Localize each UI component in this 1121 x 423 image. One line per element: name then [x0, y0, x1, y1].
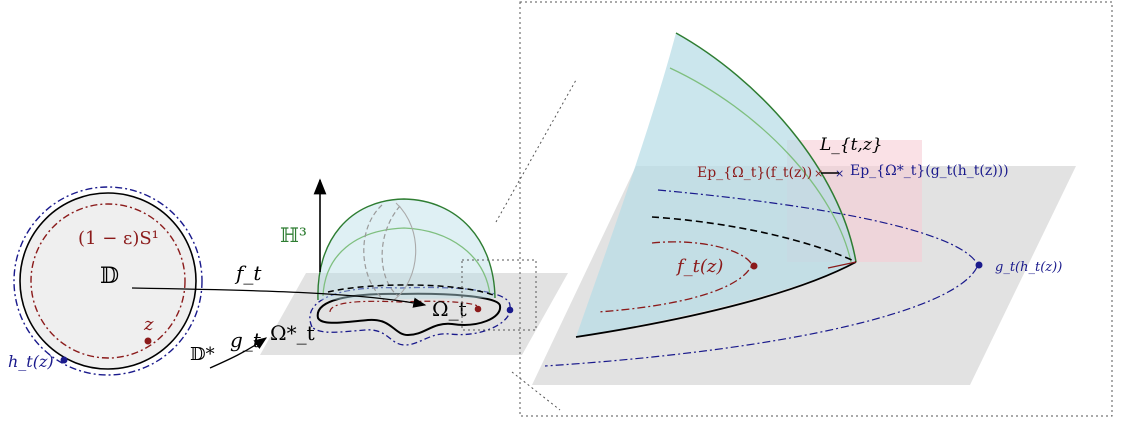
zoom-panel: × × L_{t,z} Ep_{Ω_t}(f_t(z)) Ep_{Ω*_t}(g… — [519, 1, 1113, 417]
omega-t-label: Ω_t — [432, 297, 467, 321]
omega-outline — [316, 292, 502, 337]
disk-label: 𝔻 — [100, 264, 119, 289]
dome-fill — [317, 199, 495, 300]
dome-outer-arc — [317, 198, 496, 301]
zoom-red-dashdot — [597, 241, 753, 313]
zoom-box-large — [519, 1, 1113, 417]
L-tz-label: L_{t,z} — [819, 135, 883, 155]
middle-scene: ℍ³ Ω_t Ω*_t — [260, 178, 568, 355]
g-t-label: g_t — [230, 328, 262, 352]
dome-gray-dashed — [363, 204, 401, 301]
maps-group: f_t g_t 𝔻* — [131, 261, 427, 369]
hyperbolic-space-label: ℍ³ — [280, 223, 307, 247]
outer-dashdot-circle — [13, 186, 203, 376]
zoom-connector-top — [495, 79, 577, 223]
dome-sector-inner-arc — [669, 67, 852, 263]
point-h-t-z — [60, 356, 68, 364]
omega-star-outline — [309, 286, 511, 346]
omega-t-star-label: Ω*_t — [270, 321, 315, 345]
shrunk-circle-label: (1 − ε)S¹ — [78, 228, 159, 249]
ep-omega-marker: × — [814, 167, 823, 180]
dome-dashed-equator — [327, 284, 497, 297]
h-t-z-label: h_t(z) — [8, 352, 54, 371]
point-f-t-z — [750, 262, 758, 270]
point-g-t-h-t-z — [975, 261, 983, 269]
ep-omega-star-marker: × — [835, 167, 844, 180]
zoom-tip-mark — [827, 261, 857, 269]
ep-omega-star-label: Ep_{Ω*_t}(g_t(h_t(z))) — [850, 163, 1009, 179]
unit-disk — [19, 192, 197, 370]
f-t-label: f_t — [234, 261, 262, 285]
zoom-dashed-curve — [651, 216, 857, 263]
shrunk-circle — [30, 203, 186, 359]
g-t-h-t-z-label: g_t(h_t(z)) — [995, 260, 1062, 275]
point-g-t-small — [506, 306, 514, 314]
dome-sector-outer-arc — [675, 32, 857, 263]
zoom-blue-dashdot — [544, 189, 979, 367]
dome-inner-arc — [322, 227, 491, 297]
point-f-t-z-small — [474, 305, 482, 313]
disk-star-label: 𝔻* — [190, 344, 215, 365]
z-label: z — [143, 314, 154, 335]
dome-sector — [576, 33, 856, 337]
ep-omega-label: Ep_{Ω_t}(f_t(z)) — [697, 165, 812, 181]
point-z — [144, 337, 152, 345]
zoom-boundary-curve — [575, 261, 857, 338]
dome-gray-solid — [393, 202, 417, 301]
f-t-z-label: f_t(z) — [675, 256, 723, 277]
omega-inner-red — [329, 300, 481, 313]
zoom-box-small — [461, 259, 537, 331]
unit-disk-group: 𝔻 (1 − ε)S¹ z h_t(z) — [8, 186, 203, 376]
g-t-arrow — [209, 337, 268, 369]
f-t-arrow — [131, 287, 427, 308]
